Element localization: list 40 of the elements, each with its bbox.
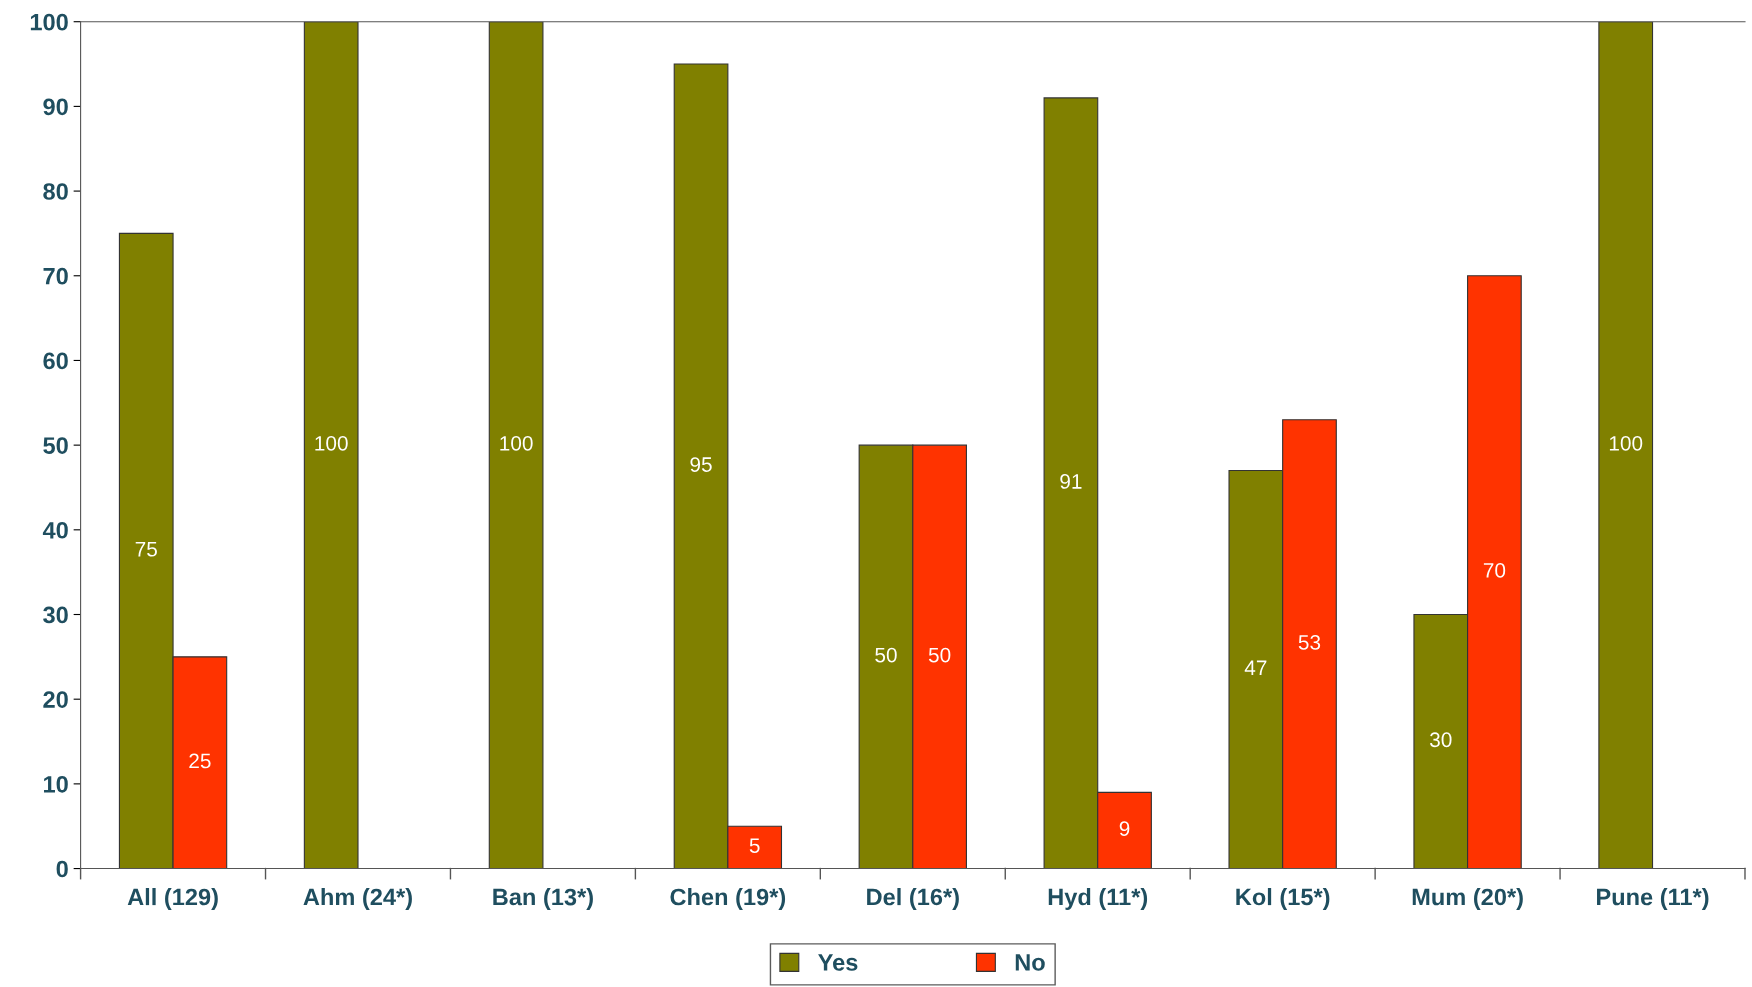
x-tick-label: Ban (13*) xyxy=(493,888,593,911)
data-label: 5 xyxy=(749,838,760,853)
x-tick-label: All (129) xyxy=(127,888,218,911)
y-tick-label: 20 xyxy=(43,691,68,708)
bar xyxy=(303,21,359,869)
x-tick-label: Pune (11*) xyxy=(1597,888,1709,911)
y-tick-label: 100 xyxy=(30,13,68,31)
y-tick-label: 10 xyxy=(44,775,68,793)
y-tick-label: 50 xyxy=(43,437,68,454)
x-tick-label: Del (16*) xyxy=(867,888,959,911)
y-tick-label: 30 xyxy=(43,606,68,624)
x-tick-label: Hyd (11*) xyxy=(1048,888,1148,911)
data-label: 47 xyxy=(1244,660,1267,675)
data-label: 75 xyxy=(135,542,157,557)
data-label: 70 xyxy=(1483,563,1506,578)
y-tick-label: 70 xyxy=(43,267,68,285)
y-tick-label: 40 xyxy=(42,521,68,539)
data-label: 30 xyxy=(1429,732,1452,748)
y-tick-label: 90 xyxy=(43,98,68,116)
y-tick-label: 60 xyxy=(43,352,68,370)
x-tick-label: Mum (20*) xyxy=(1412,888,1523,911)
data-label: 100 xyxy=(500,435,533,451)
data-label: 91 xyxy=(1060,474,1082,489)
x-tick-label: Chen (19*) xyxy=(670,888,786,911)
y-tick-label: 0 xyxy=(56,860,68,878)
data-label: 100 xyxy=(1609,435,1643,451)
data-label: 25 xyxy=(189,753,211,769)
data-label: 100 xyxy=(315,435,348,451)
data-label: 95 xyxy=(690,457,712,472)
legend-label: No xyxy=(1015,954,1045,971)
x-tick-label: Kol (15*) xyxy=(1236,888,1330,911)
bar xyxy=(488,21,544,869)
y-tick-label: 80 xyxy=(43,183,68,200)
data-label: 9 xyxy=(1119,821,1130,837)
x-tick-label: Ahm (24*) xyxy=(303,888,412,911)
data-label: 50 xyxy=(928,647,951,663)
legend-label: Yes xyxy=(818,954,858,971)
data-label: 53 xyxy=(1298,634,1321,650)
data-label: 50 xyxy=(875,647,897,663)
bar xyxy=(1598,21,1654,869)
